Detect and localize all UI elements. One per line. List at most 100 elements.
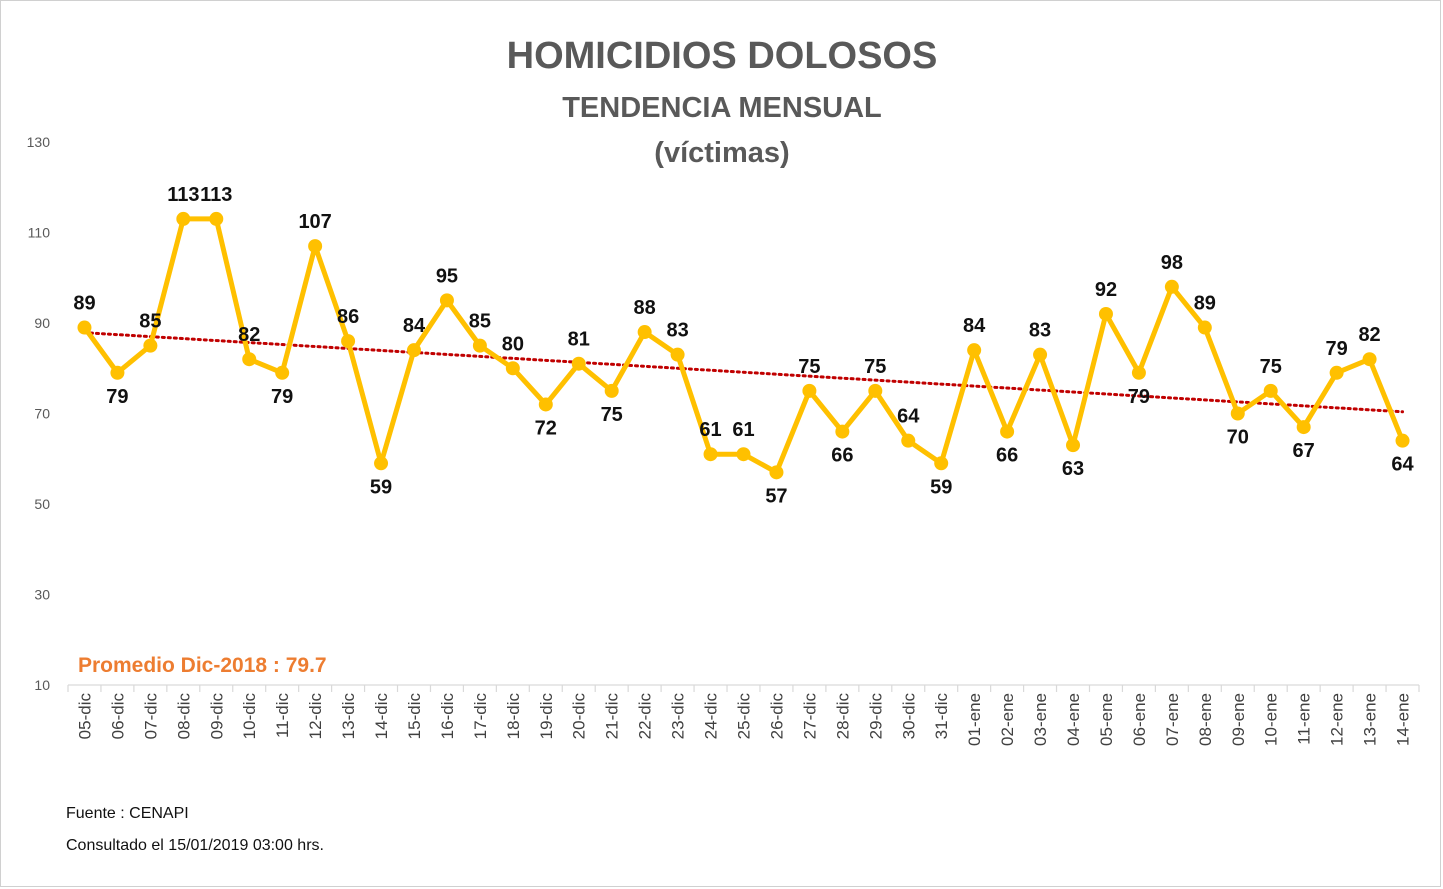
data-point bbox=[934, 456, 949, 471]
data-point bbox=[1164, 279, 1179, 294]
x-tick-label: 18-dic bbox=[504, 693, 523, 740]
data-point bbox=[1329, 365, 1344, 380]
consulted-note: Consultado el 15/01/2019 03:00 hrs. bbox=[66, 837, 324, 854]
data-label-layer: 89 79 85 113 113 82 79 107 86 59 84 95 85 80 72 81 75 88 8… bbox=[73, 184, 1414, 507]
trendline-layer bbox=[82, 331, 1405, 414]
x-tick-label: 27-dic bbox=[800, 693, 819, 740]
data-point bbox=[868, 383, 883, 398]
data-label: 79 bbox=[1325, 338, 1347, 360]
data-point bbox=[967, 343, 982, 358]
x-tick-label: 05-dic bbox=[75, 693, 94, 740]
data-point bbox=[538, 397, 553, 412]
data-point bbox=[439, 293, 454, 308]
data-point bbox=[275, 365, 290, 380]
trendline bbox=[82, 331, 1405, 414]
x-tick-label: 05-ene bbox=[1097, 693, 1116, 746]
x-tick-label: 21-dic bbox=[603, 693, 622, 740]
x-tick-label: 10-ene bbox=[1262, 693, 1281, 746]
data-point bbox=[308, 239, 323, 254]
x-tick-label: 30-dic bbox=[899, 693, 918, 740]
x-tick-label: 06-dic bbox=[108, 693, 127, 740]
data-label: 92 bbox=[1095, 279, 1117, 301]
data-label: 64 bbox=[897, 406, 920, 428]
data-label: 113 bbox=[200, 184, 232, 206]
data-point bbox=[604, 383, 619, 398]
data-label: 80 bbox=[502, 333, 524, 355]
x-tick-label: 29-dic bbox=[866, 693, 885, 740]
x-tick-label: 09-ene bbox=[1229, 693, 1248, 746]
data-label: 95 bbox=[436, 265, 458, 287]
data-label: 63 bbox=[1062, 458, 1084, 480]
x-tick-label: 13-dic bbox=[339, 693, 358, 740]
y-tick-label: 130 bbox=[27, 134, 51, 150]
data-label: 83 bbox=[1029, 320, 1051, 342]
source-note: Fuente : CENAPI bbox=[66, 805, 189, 822]
x-tick-label: 02-ene bbox=[998, 693, 1017, 746]
data-label: 82 bbox=[1358, 324, 1380, 346]
x-tick-label: 20-dic bbox=[570, 693, 589, 740]
x-tick-label: 11-ene bbox=[1295, 693, 1314, 745]
data-label: 64 bbox=[1391, 454, 1414, 476]
x-tick-label: 06-ene bbox=[1130, 693, 1149, 746]
data-point bbox=[1263, 383, 1278, 398]
data-label: 59 bbox=[930, 476, 952, 498]
data-point bbox=[1362, 352, 1377, 367]
y-tick-label: 90 bbox=[34, 315, 50, 331]
x-tick-label: 17-dic bbox=[471, 693, 490, 740]
chart-subtitle-units: (víctimas) bbox=[654, 137, 789, 169]
data-point bbox=[77, 320, 92, 335]
x-tick-label: 03-ene bbox=[1031, 693, 1050, 746]
data-label: 66 bbox=[831, 445, 853, 467]
x-tick-label: 24-dic bbox=[702, 693, 721, 740]
data-point bbox=[341, 334, 356, 349]
y-tick-label: 50 bbox=[34, 496, 50, 512]
data-label: 113 bbox=[167, 184, 199, 206]
data-point bbox=[736, 447, 751, 462]
data-label: 75 bbox=[601, 404, 623, 426]
x-tick-label: 13-ene bbox=[1361, 693, 1380, 746]
data-label: 59 bbox=[370, 476, 392, 498]
data-label: 107 bbox=[298, 211, 331, 233]
data-label: 67 bbox=[1293, 440, 1315, 462]
x-tick-label: 11-dic bbox=[273, 693, 292, 739]
data-label: 89 bbox=[73, 293, 95, 315]
y-axis: 10 30 50 70 90 110 130 bbox=[27, 134, 51, 693]
data-point bbox=[176, 211, 191, 226]
data-point bbox=[571, 356, 586, 371]
data-label: 79 bbox=[106, 386, 128, 408]
x-tick-label: 04-ene bbox=[1064, 693, 1083, 746]
y-tick-label: 110 bbox=[28, 225, 51, 241]
data-label: 75 bbox=[864, 356, 886, 378]
data-point bbox=[1098, 306, 1113, 321]
data-label: 75 bbox=[1260, 356, 1282, 378]
x-tick-label: 07-dic bbox=[141, 693, 160, 740]
x-tick-label: 12-dic bbox=[306, 693, 325, 740]
y-tick-label: 70 bbox=[34, 406, 50, 422]
x-tick-label: 16-dic bbox=[438, 693, 457, 740]
x-tick-label: 25-dic bbox=[735, 693, 754, 740]
data-label: 81 bbox=[568, 329, 590, 351]
x-tick-label: 07-ene bbox=[1163, 693, 1182, 746]
x-tick-label: 14-dic bbox=[372, 693, 391, 740]
x-tick-label: 01-ene bbox=[965, 693, 984, 746]
data-point bbox=[110, 365, 125, 380]
data-point bbox=[1131, 365, 1146, 380]
data-point bbox=[143, 338, 158, 353]
data-point bbox=[769, 465, 784, 480]
x-tick-label: 10-dic bbox=[240, 693, 259, 740]
data-point bbox=[1395, 433, 1410, 448]
data-label: 85 bbox=[139, 311, 161, 333]
data-point bbox=[374, 456, 389, 471]
x-tick-label: 23-dic bbox=[669, 693, 688, 740]
chart-subtitle: TENDENCIA MENSUAL bbox=[562, 92, 882, 124]
data-point bbox=[1197, 320, 1212, 335]
data-label: 72 bbox=[535, 417, 557, 439]
data-point bbox=[406, 343, 421, 358]
data-point bbox=[1000, 424, 1015, 439]
data-label: 79 bbox=[1128, 386, 1150, 408]
data-point bbox=[835, 424, 850, 439]
x-tick-label: 08-ene bbox=[1196, 693, 1215, 746]
y-tick-label: 10 bbox=[34, 677, 50, 693]
data-label: 98 bbox=[1161, 252, 1183, 274]
x-tick-label: 12-ene bbox=[1328, 693, 1347, 746]
